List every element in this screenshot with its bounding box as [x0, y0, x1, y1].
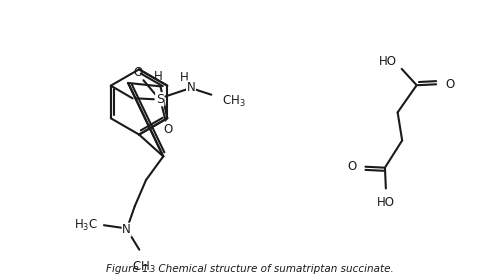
Text: S: S: [156, 93, 164, 106]
Text: O: O: [163, 123, 172, 136]
Text: O: O: [347, 160, 356, 173]
Text: Figure 1.  Chemical structure of sumatriptan succinate.: Figure 1. Chemical structure of sumatrip…: [106, 264, 394, 274]
Text: N: N: [186, 81, 196, 94]
Text: HO: HO: [377, 196, 395, 209]
Text: H: H: [180, 71, 189, 84]
Text: O: O: [134, 66, 142, 79]
Text: N: N: [122, 223, 131, 236]
Text: H$_3$C: H$_3$C: [74, 218, 98, 233]
Text: H: H: [154, 70, 163, 83]
Text: HO: HO: [378, 55, 396, 68]
Text: O: O: [445, 78, 454, 91]
Text: CH$_3$: CH$_3$: [222, 94, 246, 109]
Text: CH$_3$: CH$_3$: [132, 260, 156, 275]
